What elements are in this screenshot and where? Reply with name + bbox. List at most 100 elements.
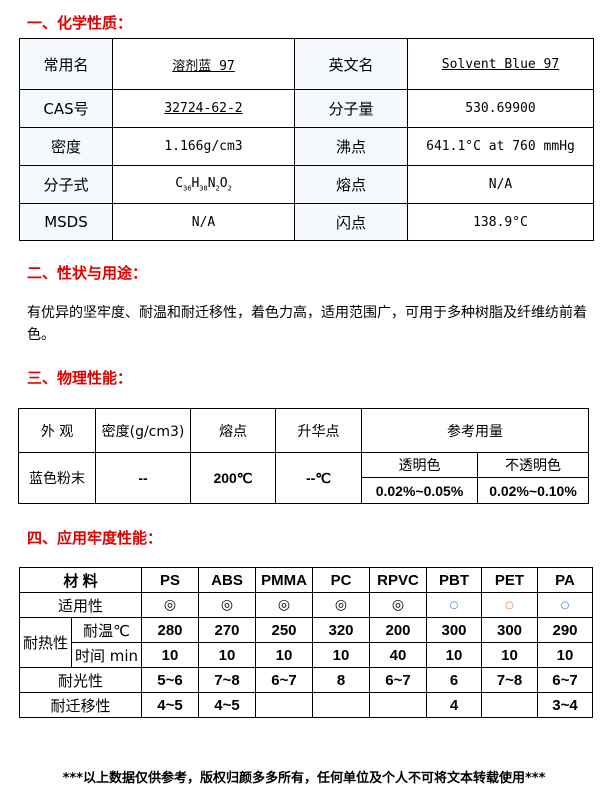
temp-cell: 290	[537, 617, 594, 643]
time-cell: 10	[255, 642, 314, 668]
time-cell: 10	[537, 642, 594, 668]
temp-cell: 280	[141, 617, 200, 643]
label-english-name: 英文名	[294, 38, 408, 90]
formula-c: C	[175, 176, 184, 192]
time-cell: 40	[369, 642, 428, 668]
label-bp: 沸点	[294, 127, 408, 166]
suitability-cell: ◎	[312, 592, 371, 618]
suitability-cell: ◎	[141, 592, 200, 618]
material-cell: PET	[481, 567, 539, 593]
material-cell: PC	[312, 567, 371, 593]
header-density: 密度(g/cm3)	[95, 408, 191, 453]
mp-value: N/A	[407, 165, 594, 204]
migration-label: 耐迁移性	[18, 692, 143, 718]
label-mw: 分子量	[294, 89, 408, 128]
density-value: --	[95, 452, 191, 504]
material-cell: PMMA	[255, 567, 314, 593]
migration-cell	[369, 692, 428, 718]
light-cell: 7~8	[198, 667, 257, 693]
suitability-cell: ○	[537, 592, 594, 618]
heat-label: 耐热性	[19, 617, 72, 668]
header-sublimation: 升华点	[275, 408, 362, 453]
migration-cell	[312, 692, 371, 718]
formula-n: N	[207, 176, 216, 192]
bp-text: 641.1°C at 760 mmHg	[426, 139, 575, 154]
temp-label: 耐温℃	[70, 617, 143, 643]
transparent-value: 0.02%~0.05%	[361, 477, 478, 504]
label-formula: 分子式	[19, 165, 113, 204]
light-label: 耐光性	[18, 667, 143, 693]
fp-value: 138.9°C	[407, 203, 594, 241]
temp-cell: 320	[312, 617, 371, 643]
migration-cell: 4~5	[141, 692, 200, 718]
common-name-link[interactable]: 溶剂蓝 97	[112, 38, 295, 90]
migration-cell: 3~4	[537, 692, 594, 718]
opaque-label: 不透明色	[477, 452, 589, 478]
copyright-footer: ***以上数据仅供参考，版权归颜多多所有，任何单位及个人不可将文本转载使用***	[62, 771, 546, 786]
formula-n-count: 2	[215, 184, 220, 193]
migration-cell	[255, 692, 314, 718]
temp-cell: 270	[198, 617, 257, 643]
time-cell: 10	[198, 642, 257, 668]
label-msds: MSDS	[19, 203, 113, 241]
label-mp: 熔点	[294, 165, 408, 204]
light-cell: 6~7	[255, 667, 314, 693]
density-value: 1.166g/cm3	[112, 127, 295, 166]
material-cell: PA	[537, 567, 594, 593]
cas-link[interactable]: 32724-62-2	[112, 89, 295, 128]
material-cell: RPVC	[369, 567, 428, 593]
suitability-label: 适用性	[18, 592, 143, 618]
opaque-value: 0.02%~0.10%	[477, 477, 589, 504]
light-cell: 7~8	[481, 667, 539, 693]
migration-cell	[481, 692, 539, 718]
time-label: 时间 min	[70, 642, 143, 668]
section-title-chemical: 一、化学性质：	[27, 14, 133, 32]
material-cell: ABS	[198, 567, 257, 593]
melting-value: 200℃	[190, 452, 276, 504]
formula-o: O	[219, 176, 228, 192]
label-common-name: 常用名	[19, 38, 113, 90]
material-label: 材 料	[18, 567, 143, 593]
time-cell: 10	[312, 642, 371, 668]
section-title-fastness: 四、应用牢度性能：	[27, 529, 163, 547]
time-cell: 10	[426, 642, 483, 668]
msds-value: N/A	[112, 203, 295, 241]
header-appearance: 外 观	[18, 408, 96, 453]
header-melting: 熔点	[190, 408, 276, 453]
label-cas: CAS号	[19, 89, 113, 128]
label-density: 密度	[19, 127, 113, 166]
suitability-cell: ◎	[255, 592, 314, 618]
material-cell: PBT	[426, 567, 483, 593]
suitability-cell: ○	[481, 592, 539, 618]
light-cell: 6	[426, 667, 483, 693]
suitability-cell: ◎	[369, 592, 428, 618]
light-cell: 8	[312, 667, 371, 693]
temp-cell: 300	[426, 617, 483, 643]
formula-c-count: 36	[183, 184, 192, 193]
light-cell: 6~7	[369, 667, 428, 693]
english-name-link[interactable]: Solvent Blue 97	[407, 38, 594, 90]
suitability-cell: ◎	[198, 592, 257, 618]
light-cell: 5~6	[141, 667, 200, 693]
usage-paragraph: 有优异的坚牢度、耐温和耐迁移性，着色力高，适用范围广，可用于多种树脂及纤维纺前着…	[27, 305, 587, 343]
transparent-label: 透明色	[361, 452, 478, 478]
time-cell: 10	[481, 642, 539, 668]
migration-cell: 4	[426, 692, 483, 718]
temp-cell: 250	[255, 617, 314, 643]
temp-cell: 300	[481, 617, 539, 643]
time-cell: 10	[141, 642, 200, 668]
sublimation-value: --℃	[275, 452, 362, 504]
appearance-value: 蓝色粉末	[18, 452, 96, 504]
formula-h: H	[191, 176, 200, 192]
light-cell: 6~7	[537, 667, 594, 693]
bp-value: 641.1°C at 760 mmHg	[407, 127, 594, 166]
chemical-properties-table: 常用名 溶剂蓝 97 英文名 Solvent Blue 97 CAS号 32724-62…	[19, 38, 594, 241]
physical-properties-table: 外 观密度(g/cm3) 熔点 升华点 参考用量 蓝色粉末 -- 200℃ --℃ 透明色 不透…	[18, 408, 589, 504]
label-fp: 闪点	[294, 203, 408, 241]
suitability-cell: ○	[426, 592, 483, 618]
material-cell: PS	[141, 567, 200, 593]
mw-value: 530.69900	[407, 89, 594, 128]
formula-o-count: 2	[227, 184, 232, 193]
section-title-usage: 二、性状与用途：	[27, 264, 148, 282]
